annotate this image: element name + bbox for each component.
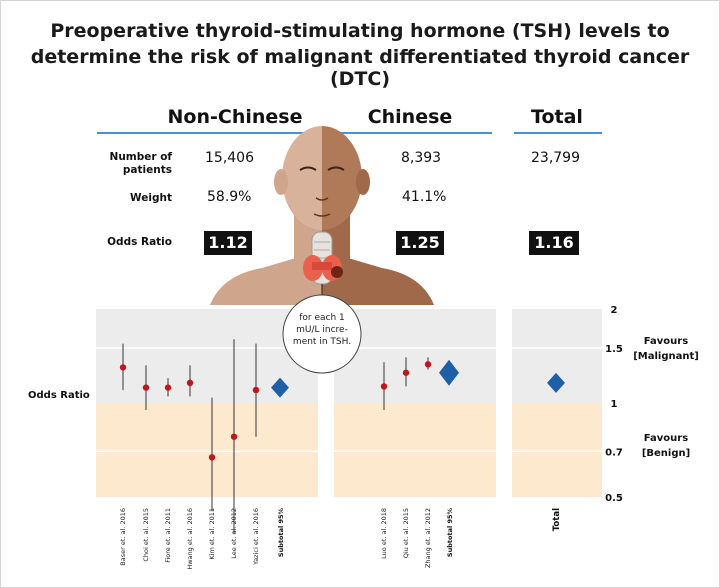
y-tick-label: 0.5: [605, 493, 623, 504]
study-label: Yazici et. al. 2016: [252, 508, 260, 566]
bubble-text: for each 1 mU/L incre-ment in TSH.: [292, 313, 352, 347]
study-point: [230, 433, 238, 440]
y-tick-label: 1: [611, 399, 618, 410]
label-number-of-patients: Number of patients: [109, 151, 172, 176]
benign-band-1: [96, 403, 318, 497]
benign-band-3: [512, 403, 602, 497]
study-label: Choi et. al. 2015: [142, 508, 150, 562]
header-total: Total: [531, 106, 583, 128]
study-label: Qiu et. al. 2015: [402, 508, 410, 558]
study-point: [380, 383, 388, 390]
favours-benign-label: Favours [Benign]: [641, 433, 691, 459]
subtotal-label: Total: [552, 508, 562, 531]
forest-plot: Baser et. al. 2016 Choi et. al. 2015 Fiore…: [119, 305, 623, 570]
total-patients: 23,799: [531, 150, 580, 166]
note-bubble: [282, 294, 362, 374]
study-label: Fiore et. al. 2011: [164, 508, 172, 563]
favours-malignant-label: Favours [Malignant]: [633, 336, 699, 362]
subtotal-label: Subtotal 95%: [446, 508, 454, 558]
study-point: [186, 379, 194, 387]
subtotal-label: Subtotal 95%: [277, 508, 285, 558]
label-weight: Weight: [130, 192, 172, 204]
study-point: [424, 361, 432, 368]
chinese-patients: 8,393: [401, 150, 442, 166]
malignant-band-2: [334, 309, 496, 403]
study-label: Hwang et. al. 2016: [186, 508, 194, 570]
pooled-diamond: [547, 372, 565, 393]
study-point: [142, 384, 150, 391]
header-underline-total: [514, 132, 602, 134]
title-line-2: determine the risk of malignant differen…: [30, 46, 690, 90]
chinese-or-box: 1.25: [396, 231, 444, 255]
header-underline-non-chinese: [97, 132, 323, 134]
total-or-box: 1.16: [529, 231, 579, 255]
header-non-chinese: Non-Chinese: [167, 106, 303, 128]
benign-band-2: [334, 403, 496, 497]
study-point: [119, 364, 127, 371]
y-axis-label: Odds Ratio: [28, 390, 90, 401]
pooled-diamond: [439, 359, 459, 386]
study-label: Lee et. al. 2012: [230, 508, 238, 559]
person-illustration: [210, 126, 434, 322]
y-tick-label: 0.7: [605, 447, 623, 458]
study-label: Zhang et. al. 2012: [424, 508, 432, 568]
study-point: [208, 454, 216, 461]
chart-bands: [96, 309, 602, 497]
non-chinese-weight: 58.9%: [207, 189, 252, 205]
study-label: Kim et. al. 2011: [208, 508, 216, 560]
study-label: Baser et. al. 2016: [119, 508, 127, 566]
y-tick-label: 2: [611, 305, 618, 316]
label-odds-ratio: Odds Ratio: [107, 236, 172, 248]
pooled-diamond: [271, 377, 289, 398]
study-point: [164, 384, 172, 391]
chinese-weight: 41.1%: [402, 189, 447, 205]
study-label: Luo et. al. 2018: [380, 508, 388, 559]
study-point: [252, 386, 260, 394]
study-point: [402, 369, 410, 376]
title-line-1: Preoperative thyroid-stimulating hormone…: [50, 20, 670, 42]
y-tick-label: 1.5: [605, 344, 623, 355]
header-chinese: Chinese: [367, 106, 453, 128]
non-chinese-patients: 15,406: [205, 150, 254, 166]
non-chinese-or-box: 1.12: [204, 231, 252, 255]
header-underline-chinese: [334, 132, 492, 134]
